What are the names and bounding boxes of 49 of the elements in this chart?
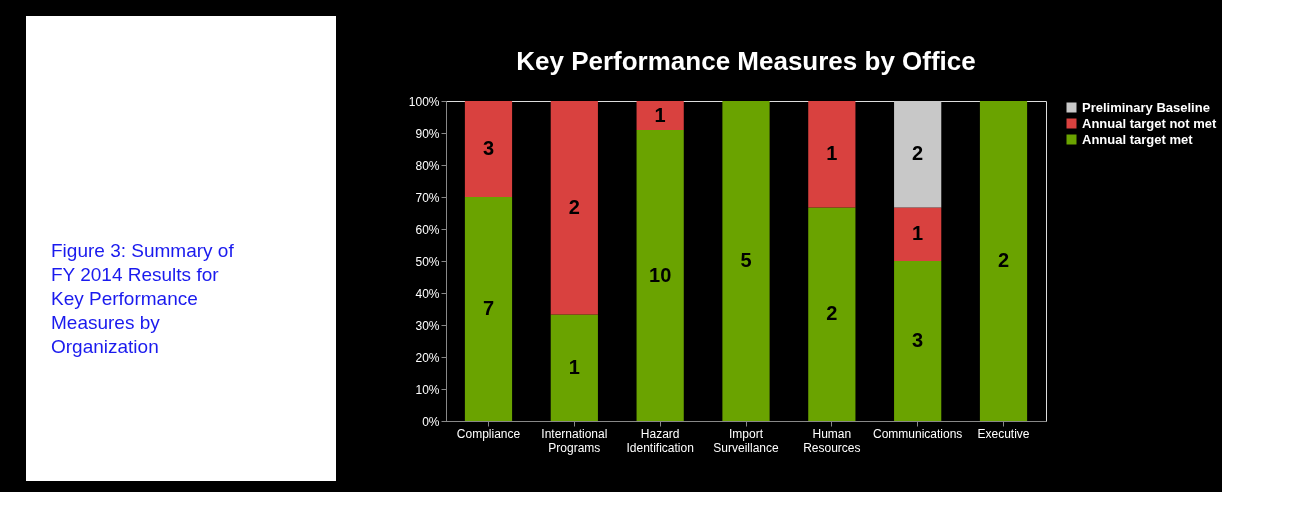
y-tick-label: 50%	[415, 254, 440, 269]
annotation: 5	[740, 249, 752, 271]
bar	[979, 101, 1028, 421]
x-tick-label: International Programs	[541, 426, 608, 455]
annotation: 3	[912, 329, 924, 351]
annotation: 1	[912, 222, 924, 245]
caption: Figure 3: Summary of FY 2014 Results for Key Performance Measures by Organization	[51, 240, 235, 357]
annotation: 2	[568, 195, 580, 218]
bar	[894, 207, 942, 261]
bar	[636, 101, 684, 131]
legend-label: Annual target not met	[1082, 115, 1218, 131]
y-tick-label: 20%	[415, 350, 440, 365]
x-tick-label: Executive	[977, 426, 1030, 441]
y-tick-label: 40%	[415, 286, 440, 301]
annotation: 1	[826, 142, 838, 165]
bar	[464, 197, 513, 421]
annotation: 3	[482, 137, 495, 159]
y-tick-label: 10%	[415, 382, 440, 397]
legend-label: Preliminary Baseline	[1082, 99, 1210, 115]
y-tick-label: 0%	[422, 414, 440, 429]
bar	[550, 101, 598, 315]
annotation: 1	[568, 355, 580, 378]
x-tick-label: Import Surveillance	[713, 426, 780, 455]
annotation: 2	[997, 249, 1010, 271]
y-tick-label: 100%	[408, 94, 440, 109]
y-tick-label: 30%	[415, 318, 440, 333]
bar	[894, 261, 942, 421]
annotation: 1	[654, 103, 666, 126]
y-tick-label: 80%	[415, 158, 440, 173]
annotation: 2	[826, 302, 838, 325]
bar	[550, 314, 598, 421]
x-tick-label: Hazard Identification	[626, 426, 694, 455]
annotation: 7	[482, 297, 495, 319]
bar	[636, 130, 684, 421]
y-tick-label: 70%	[415, 190, 440, 205]
y-tick-label: 90%	[415, 126, 440, 141]
x-tick-label: Human Resources	[803, 426, 861, 455]
bar	[808, 101, 856, 208]
bar	[808, 207, 856, 421]
legend-label: Annual target met	[1082, 131, 1194, 147]
annotation: 10	[649, 263, 672, 286]
annotation: 2	[912, 142, 924, 165]
bar	[722, 101, 770, 421]
bar	[894, 101, 942, 208]
x-tick-label: Compliance	[456, 426, 521, 441]
bar	[464, 101, 513, 197]
chart-title: Key Performance Measures by Office	[516, 46, 976, 76]
x-tick-label: Communications	[872, 426, 963, 441]
y-tick-label: 60%	[415, 222, 440, 237]
